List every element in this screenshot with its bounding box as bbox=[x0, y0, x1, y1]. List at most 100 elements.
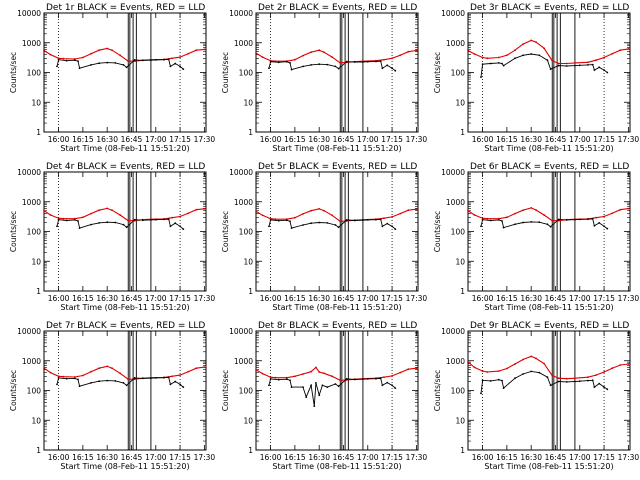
event-data-point bbox=[501, 379, 503, 382]
event-data-point bbox=[73, 219, 76, 221]
event-data-point bbox=[277, 219, 280, 222]
x-tick-label: 16:00 bbox=[48, 294, 70, 303]
lld-data-point bbox=[261, 214, 264, 217]
panel-title: Det 8r BLACK = Events, RED = LLD bbox=[258, 321, 417, 331]
lld-rate-line bbox=[255, 366, 417, 381]
y-axis-label: Counts/sec bbox=[9, 211, 18, 252]
lld-data-point bbox=[530, 207, 533, 209]
event-data-point bbox=[522, 221, 524, 224]
event-data-point bbox=[78, 227, 81, 230]
event-data-point bbox=[106, 221, 109, 224]
lld-data-point bbox=[195, 49, 198, 52]
lld-data-point bbox=[535, 41, 537, 43]
lld-data-point bbox=[203, 366, 206, 368]
event-data-point bbox=[182, 68, 185, 70]
event-data-point bbox=[574, 380, 576, 383]
event-data-point bbox=[65, 377, 68, 380]
event-data-point bbox=[587, 64, 589, 66]
lld-data-point bbox=[497, 370, 500, 372]
event-data-point bbox=[289, 62, 291, 64]
event-data-point bbox=[334, 65, 337, 68]
y-tick-label: 10 bbox=[243, 257, 253, 266]
lld-data-point bbox=[274, 376, 277, 379]
detector-panel-4: Det 4r BLACK = Events, RED = LLD 1 10 100 10… bbox=[9, 162, 215, 312]
lld-data-point bbox=[261, 372, 264, 375]
lld-data-point bbox=[587, 376, 589, 379]
y-tick-label: 10 bbox=[455, 98, 465, 107]
lld-data-point bbox=[127, 219, 130, 222]
lld-data-point bbox=[294, 216, 296, 219]
y-tick-label: 10000 bbox=[229, 168, 253, 177]
detector-panel-9: Det 9r BLACK = Events, RED = LLD 1 10 100 10… bbox=[433, 321, 639, 471]
lld-data-point bbox=[565, 377, 568, 380]
event-data-point bbox=[90, 382, 92, 384]
event-data-point bbox=[125, 384, 128, 387]
y-tick-label: 10000 bbox=[441, 168, 465, 177]
event-data-point bbox=[315, 382, 317, 384]
y-tick-label: 10 bbox=[31, 98, 41, 107]
lld-data-point bbox=[530, 39, 533, 42]
lld-data-point bbox=[315, 366, 317, 369]
x-tick-label: 16:45 bbox=[121, 453, 143, 462]
event-data-point bbox=[497, 378, 500, 381]
event-data-point bbox=[501, 62, 503, 65]
lld-data-point bbox=[49, 371, 52, 374]
lld-data-point bbox=[619, 208, 622, 211]
lld-data-point bbox=[486, 371, 489, 373]
lld-data-point bbox=[473, 366, 476, 369]
lld-data-point bbox=[565, 62, 568, 65]
lld-data-point bbox=[269, 376, 272, 379]
event-data-point bbox=[549, 68, 552, 70]
lld-data-point bbox=[187, 370, 190, 373]
lld-data-point bbox=[551, 374, 554, 377]
y-tick-label: 10 bbox=[31, 257, 41, 266]
lld-data-point bbox=[49, 214, 52, 216]
x-tick-label: 16:45 bbox=[121, 135, 143, 144]
x-tick-label: 16:45 bbox=[545, 135, 567, 144]
panel-title: Det 3r BLACK = Events, RED = LLD bbox=[470, 3, 629, 13]
y-tick-label: 1000 bbox=[446, 39, 465, 48]
event-data-point bbox=[290, 68, 293, 71]
event-data-point bbox=[277, 378, 280, 381]
event-data-point bbox=[78, 385, 81, 388]
lld-data-point bbox=[473, 214, 476, 216]
lld-data-point bbox=[535, 357, 537, 360]
lld-data-point bbox=[171, 375, 173, 378]
y-tick-label: 100 bbox=[27, 387, 42, 396]
lld-data-point bbox=[627, 48, 630, 50]
x-tick-label: 16:30 bbox=[520, 294, 542, 303]
y-tick-label: 10000 bbox=[17, 327, 41, 336]
event-data-point bbox=[90, 223, 92, 226]
lld-data-point bbox=[543, 362, 545, 365]
event-data-point bbox=[379, 377, 382, 380]
event-data-point bbox=[497, 219, 500, 221]
event-data-point bbox=[163, 376, 165, 379]
lld-data-point bbox=[506, 54, 508, 57]
lld-data-point bbox=[595, 216, 597, 219]
lld-data-point bbox=[323, 372, 325, 375]
x-tick-label: 16:00 bbox=[472, 453, 494, 462]
x-axis-label: Start Time (08-Feb-11 15:51:20) bbox=[272, 462, 401, 471]
lld-data-point bbox=[323, 209, 325, 212]
lld-data-point bbox=[318, 207, 321, 210]
lld-data-point bbox=[522, 358, 524, 361]
lld-data-point bbox=[467, 209, 469, 212]
event-data-point bbox=[65, 59, 68, 62]
lld-data-point bbox=[98, 367, 100, 370]
x-tick-label: 16:45 bbox=[333, 453, 355, 462]
y-axis-label: Counts/sec bbox=[433, 52, 442, 93]
event-data-point bbox=[285, 219, 288, 222]
y-axis-label: Counts/sec bbox=[221, 211, 230, 252]
event-data-point bbox=[133, 59, 136, 61]
x-tick-label: 17:00 bbox=[145, 294, 167, 303]
event-data-point bbox=[522, 373, 524, 375]
y-axis-label: Counts/sec bbox=[9, 370, 18, 411]
event-data-point bbox=[163, 58, 165, 61]
lld-data-point bbox=[187, 212, 190, 215]
event-data-point bbox=[337, 226, 340, 229]
lld-data-point bbox=[57, 57, 60, 60]
lld-data-point bbox=[391, 375, 393, 377]
y-tick-label: 10000 bbox=[229, 9, 253, 18]
x-axis-label: Start Time (08-Feb-11 15:51:20) bbox=[60, 462, 189, 471]
